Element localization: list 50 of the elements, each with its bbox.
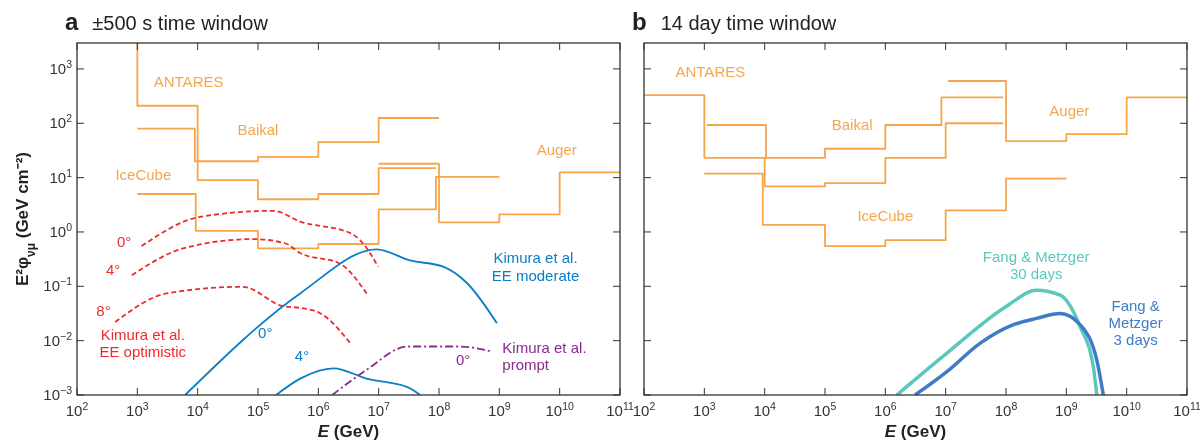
x-tick-label: 10$^{2}$ <box>65 400 89 419</box>
series-label: 4° <box>294 347 310 365</box>
x-tick-label: 10$^{7}$ <box>934 400 958 419</box>
x-tick-label: 10$^{5}$ <box>246 400 270 419</box>
series-label: 4° <box>106 261 121 279</box>
series-label: Baikal <box>237 121 279 139</box>
x-tick-label: 10$^{10}$ <box>1112 400 1142 419</box>
series-label: IceCube <box>115 165 172 183</box>
x-tick-label: 10$^{9}$ <box>488 400 511 419</box>
series-label: 0° <box>455 351 471 369</box>
x-tick-label: 10$^{8}$ <box>427 400 451 419</box>
series-label: Baikal <box>831 115 873 133</box>
x-tick-label: 10$^{4}$ <box>186 400 210 419</box>
chart-title: a ±500 s time window <box>65 8 269 35</box>
x-tick-label: 10$^{11}$ <box>606 400 634 419</box>
series-label: 8° <box>96 302 111 320</box>
series-label: Auger <box>536 140 577 158</box>
x-tick-label: 10$^{9}$ <box>1055 400 1078 419</box>
series-label: IceCube <box>857 207 914 225</box>
x-tick-label: 10$^{11}$ <box>1173 400 1200 419</box>
chart-title: b 14 day time window <box>632 8 837 35</box>
series-label: ANTARES <box>675 63 746 81</box>
x-tick-label: 10$^{4}$ <box>753 400 777 419</box>
y-tick-label: 10$^{−1}$ <box>43 275 73 295</box>
x-axis-title: E (GeV) <box>317 422 380 441</box>
series-label: ANTARES <box>153 72 224 90</box>
y-tick-label: 10$^{0}$ <box>49 220 73 240</box>
x-tick-label: 10$^{6}$ <box>307 400 330 419</box>
x-tick-label: 10$^{3}$ <box>126 400 149 419</box>
x-tick-label: 10$^{3}$ <box>693 400 716 419</box>
x-tick-label: 10$^{8}$ <box>994 400 1018 419</box>
annotation: Kimura et al. EE moderate <box>491 249 580 284</box>
y-tick-label: 10$^{−3}$ <box>43 384 73 403</box>
x-tick-label: 10$^{5}$ <box>813 400 837 419</box>
series-label: Fang & Metzger 30 days <box>982 247 1090 283</box>
x-tick-label: 10$^{6}$ <box>874 400 897 419</box>
series-label: Auger <box>1049 102 1090 120</box>
annotation: Kimura et al. EE optimistic <box>99 325 187 360</box>
annotation: Kimura et al. prompt <box>502 338 587 373</box>
y-tick-label: 10$^{1}$ <box>49 166 73 186</box>
y-tick-label: 10$^{2}$ <box>49 112 73 132</box>
x-axis-title: E (GeV) <box>884 422 947 441</box>
x-tick-label: 10$^{2}$ <box>632 400 656 419</box>
y-tick-label: 10$^{3}$ <box>49 57 73 77</box>
series-label: 0° <box>258 323 273 341</box>
series-label: Fang & Metzger 3 days <box>1108 296 1163 349</box>
x-tick-label: 10$^{10}$ <box>545 400 575 419</box>
x-tick-label: 10$^{7}$ <box>367 400 391 419</box>
y-tick-label: 10$^{−2}$ <box>43 329 73 349</box>
series-label: 0° <box>116 232 132 250</box>
